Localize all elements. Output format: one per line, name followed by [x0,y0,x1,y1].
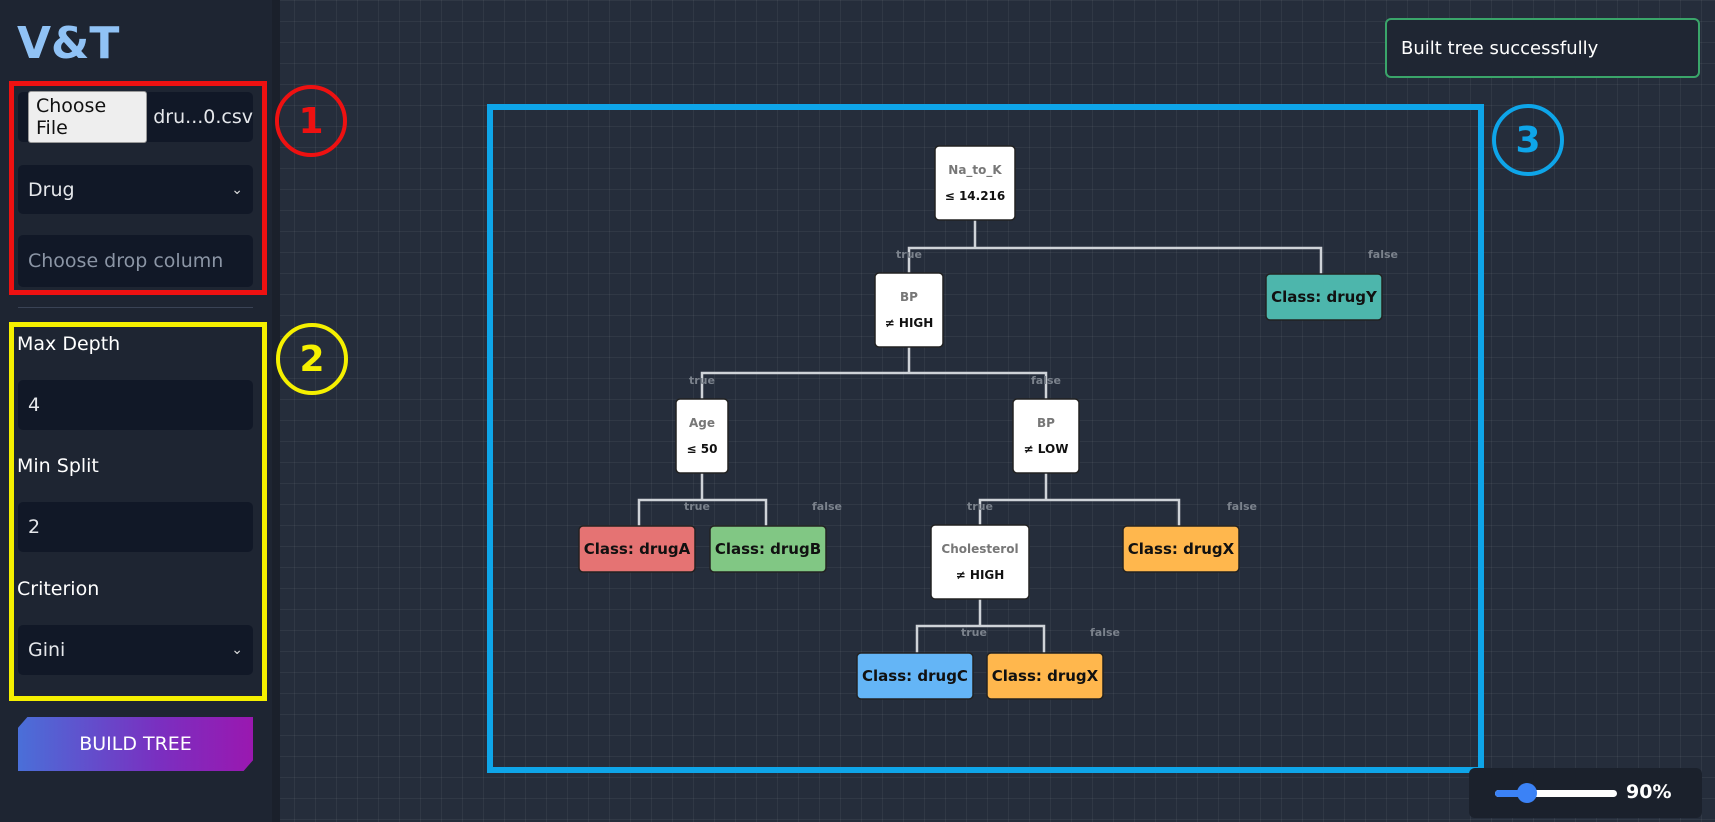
max-depth-input[interactable]: 4 [18,380,253,430]
criterion-value: Gini [28,639,66,661]
split-condition: ≤ 50 [687,442,718,456]
max-depth-value: 4 [28,394,41,416]
toast: Built tree successfully [1385,18,1700,78]
split-condition: ≠ HIGH [885,316,934,330]
criterion-label: Criterion [17,578,100,600]
toast-text: Built tree successfully [1401,37,1599,59]
edge [978,473,1181,526]
edge-label-true: true [689,374,715,387]
min-split-label: Min Split [17,455,99,477]
edge-label-true: true [967,500,993,513]
max-depth-label: Max Depth [17,333,121,355]
leaf-node [709,525,827,573]
zoom-control: 90% [1469,768,1702,818]
divider [18,307,253,308]
annotation-2: 2 [276,323,348,395]
target-select[interactable]: Drug ⌄ [18,165,253,214]
edge [637,473,768,526]
sidebar: V&T Choose File dru...0.csv Drug ⌄ Choose… [0,0,280,822]
leaf-node [578,525,696,573]
edge [907,220,1323,274]
edge-label-false: false [812,500,842,513]
leaf-label: Class: drugB [715,540,821,558]
zoom-track [1495,790,1617,797]
edge-label-true: true [961,626,987,639]
leaf-node [986,652,1104,700]
edge-label-false: false [1368,248,1398,261]
split-node [934,145,1016,221]
split-node [1012,398,1080,474]
split-feature: Cholesterol [941,542,1018,556]
leaf-node [1265,273,1383,321]
edge-label-true: true [896,248,922,261]
annotation-box-1 [9,81,267,295]
min-split-input[interactable]: 2 [18,502,253,552]
chevron: ⌄ [231,181,243,198]
leaf-label: Class: drugC [862,667,968,685]
split-node [874,272,944,348]
split-condition: ≤ 14.216 [945,189,1006,203]
leaf-label: Class: drugY [1271,288,1378,306]
choose-file-button[interactable]: Choose File [28,91,148,143]
file-input[interactable]: Choose File dru...0.csv [18,91,253,143]
zoom-thumb[interactable] [1517,783,1537,803]
build-tree-button[interactable]: BUILD TREE [18,717,253,771]
annotation-3: 3 [1492,104,1564,176]
split-node [675,398,729,474]
edge-label-false: false [1227,500,1257,513]
chevron: ⌄ [231,642,243,658]
split-feature: Na_to_K [948,163,1002,178]
edge-label-false: false [1031,374,1061,387]
edge-label-true: true [684,500,710,513]
zoom-value: 90% [1626,781,1672,803]
leaf-label: Class: drugX [1128,540,1235,558]
min-split-value: 2 [28,516,41,538]
criterion-select[interactable]: Gini ⌄ [18,625,253,675]
drop-column-placeholder: Choose drop column [28,250,224,272]
file-name: dru...0.csv [153,106,253,128]
logo: V&T [17,18,120,69]
split-feature: BP [900,290,918,304]
leaf-label: Class: drugA [584,540,691,558]
zoom-fill [1495,790,1529,797]
edge [700,347,1048,400]
annotation-box-3 [487,104,1484,773]
split-feature: Age [689,416,715,430]
annotation-1: 1 [275,85,347,157]
split-condition: ≠ HIGH [956,568,1005,582]
edge-label-false: false [1090,626,1120,639]
leaf-node [856,652,974,700]
edge [915,599,1046,653]
leaf-label: Class: drugX [992,667,1099,685]
drop-column-input[interactable]: Choose drop column [18,235,253,287]
target-select-value: Drug [28,178,75,201]
split-condition: ≠ LOW [1024,442,1069,456]
annotation-box-2 [9,322,267,701]
leaf-node [1122,525,1240,573]
split-feature: BP [1037,416,1055,430]
split-node [930,524,1030,600]
